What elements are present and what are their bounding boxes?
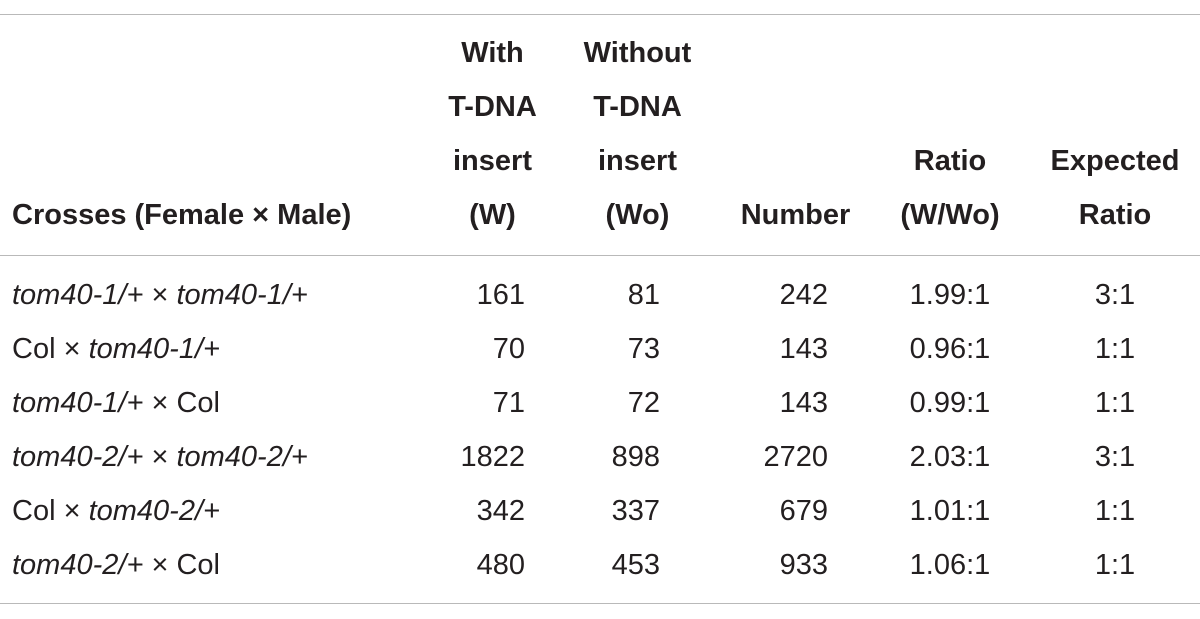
- cross-symbol: ×: [63, 495, 81, 527]
- cell-without-insert: 337: [611, 495, 660, 527]
- header-with-insert-line-4: (W): [469, 199, 516, 231]
- table-row: tom40-1/+ × tom40-1/+ 161 81 242 1.99:1 3:1: [0, 268, 1200, 322]
- cross-symbol: ×: [63, 333, 81, 365]
- cell-number: 143: [779, 333, 828, 365]
- cell-expected-ratio: 1:1: [1094, 495, 1136, 527]
- cell-with-insert: 342: [476, 495, 525, 527]
- cell-expected-ratio: 1:1: [1094, 549, 1136, 581]
- cross-female: tom40-1/+: [12, 279, 144, 311]
- table-header-rule: [0, 255, 1200, 256]
- cross-symbol: ×: [151, 549, 169, 581]
- cell-number: 933: [779, 549, 828, 581]
- cross-male: tom40-1/+: [88, 333, 220, 365]
- cell-without-insert: 898: [611, 441, 660, 473]
- header-ratio-line-2: (W/Wo): [900, 199, 1000, 231]
- table-row: Col × tom40-1/+ 70 73 143 0.96:1 1:1: [0, 322, 1200, 376]
- header-ratio: Ratio (W/Wo): [885, 134, 1015, 242]
- cross-male: tom40-2/+: [176, 441, 308, 473]
- cell-number: 143: [779, 387, 828, 419]
- header-number: Number: [740, 199, 851, 231]
- cell-expected-ratio: 1:1: [1094, 333, 1136, 365]
- table-top-rule: [0, 14, 1200, 15]
- table-bottom-rule: [0, 603, 1200, 604]
- table-row: tom40-2/+ × tom40-2/+ 1822 898 2720 2.03:1 3:…: [0, 430, 1200, 484]
- cell-with-insert: 1822: [460, 441, 525, 473]
- cross-symbol: ×: [151, 279, 169, 311]
- cell-without-insert: 81: [627, 279, 660, 311]
- cell-without-insert: 73: [627, 333, 660, 365]
- header-with-insert: With T-DNA insert (W): [430, 26, 555, 242]
- header-without-insert-line-4: (Wo): [605, 199, 670, 231]
- cell-cross: Col × tom40-2/+: [12, 484, 220, 538]
- cell-without-insert: 453: [611, 549, 660, 581]
- cross-female: tom40-2/+: [12, 441, 144, 473]
- cell-ratio: 1.99:1: [909, 279, 991, 311]
- cell-number: 679: [779, 495, 828, 527]
- cell-cross: tom40-1/+ × Col: [12, 376, 220, 430]
- cell-with-insert: 70: [492, 333, 525, 365]
- header-expected-line-1: Expected: [1050, 145, 1180, 177]
- header-expected-line-2: Ratio: [1078, 199, 1152, 231]
- cell-cross: Col × tom40-1/+: [12, 322, 220, 376]
- cell-ratio: 0.99:1: [909, 387, 991, 419]
- cross-female: Col: [12, 333, 56, 365]
- header-without-insert-line-1: Without: [583, 37, 692, 69]
- cross-male: Col: [176, 549, 220, 581]
- cell-expected-ratio: 3:1: [1094, 279, 1136, 311]
- table-row: tom40-1/+ × Col 71 72 143 0.99:1 1:1: [0, 376, 1200, 430]
- header-with-insert-line-1: With: [461, 37, 524, 69]
- cross-female: tom40-1/+: [12, 387, 144, 419]
- header-with-insert-line-3: insert: [453, 145, 532, 177]
- table-row: tom40-2/+ × Col 480 453 933 1.06:1 1:1: [0, 538, 1200, 592]
- cross-female: tom40-2/+: [12, 549, 144, 581]
- cell-cross: tom40-2/+ × tom40-2/+: [12, 430, 308, 484]
- cell-expected-ratio: 3:1: [1094, 441, 1136, 473]
- cell-ratio: 2.03:1: [909, 441, 991, 473]
- cell-with-insert: 161: [476, 279, 525, 311]
- cell-with-insert: 71: [492, 387, 525, 419]
- header-without-insert: Without T-DNA insert (Wo): [565, 26, 710, 242]
- cell-ratio: 1.06:1: [909, 549, 991, 581]
- cell-cross: tom40-2/+ × Col: [12, 538, 220, 592]
- cell-number: 242: [779, 279, 828, 311]
- cell-ratio: 0.96:1: [909, 333, 991, 365]
- cross-male: tom40-2/+: [88, 495, 220, 527]
- cell-ratio: 1.01:1: [909, 495, 991, 527]
- header-ratio-line-1: Ratio: [913, 145, 987, 177]
- cell-without-insert: 72: [627, 387, 660, 419]
- cell-with-insert: 480: [476, 549, 525, 581]
- cross-symbol: ×: [151, 441, 169, 473]
- cross-male: Col: [176, 387, 220, 419]
- cross-male: tom40-1/+: [176, 279, 308, 311]
- cross-female: Col: [12, 495, 56, 527]
- header-without-insert-line-3: insert: [598, 145, 677, 177]
- cell-expected-ratio: 1:1: [1094, 387, 1136, 419]
- header-without-insert-line-2: T-DNA: [593, 91, 682, 123]
- table-row: Col × tom40-2/+ 342 337 679 1.01:1 1:1: [0, 484, 1200, 538]
- cell-cross: tom40-1/+ × tom40-1/+: [12, 268, 308, 322]
- cross-symbol: ×: [151, 387, 169, 419]
- header-with-insert-line-2: T-DNA: [448, 91, 537, 123]
- header-expected-ratio: Expected Ratio: [1035, 134, 1195, 242]
- cell-number: 2720: [763, 441, 828, 473]
- header-crosses: Crosses (Female × Male): [12, 199, 352, 231]
